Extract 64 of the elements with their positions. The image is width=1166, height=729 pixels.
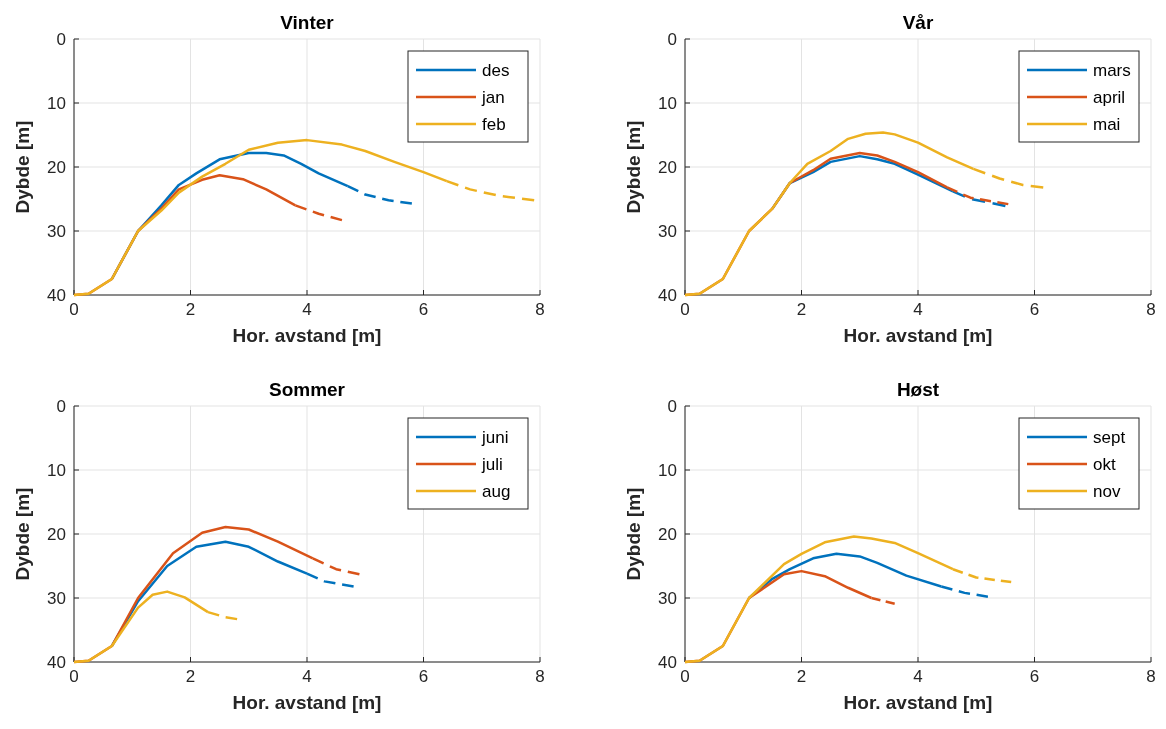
x-tick-label: 8 [535,667,545,686]
y-tick-label: 40 [658,653,677,672]
x-tick-label: 4 [913,300,923,319]
x-tick-label: 6 [1029,667,1040,686]
y-tick-label: 40 [47,286,66,305]
y-axis-title: Dybde [m] [12,487,33,581]
y-tick-label: 40 [658,286,677,305]
x-tick-label: 6 [418,300,429,319]
legend-label: sept [1093,428,1126,447]
y-tick-label: 20 [658,158,677,177]
x-tick-label: 0 [680,667,690,686]
legend-label: jan [481,88,505,107]
y-axis-title: Dybde [m] [12,120,33,214]
legend-label: okt [1093,455,1116,474]
y-tick-label: 40 [47,653,66,672]
x-tick-label: 6 [1029,300,1040,319]
y-tick-label: 0 [667,30,677,49]
chart-title: Vår [902,12,934,33]
legend-label: feb [482,115,506,134]
y-tick-label: 0 [56,397,66,416]
legend-label: juni [481,428,509,447]
legend-label: des [482,61,510,80]
x-tick-label: 2 [185,300,196,319]
x-tick-label: 2 [796,300,807,319]
legend-label: april [1093,88,1126,107]
legend-label: juli [481,455,503,474]
y-tick-label: 30 [658,222,677,241]
y-tick-label: 10 [47,461,66,480]
x-axis-title: Hor. avstand [m] [232,692,382,713]
y-axis-title: Dybde [m] [623,487,644,581]
x-tick-label: 6 [418,667,429,686]
x-tick-label: 8 [1146,667,1156,686]
y-tick-label: 0 [56,30,66,49]
x-tick-label: 2 [185,667,196,686]
chart-title: Høst [896,379,940,400]
x-tick-label: 4 [913,667,923,686]
y-tick-label: 30 [47,222,66,241]
chart-title: Vinter [280,12,335,33]
y-tick-label: 0 [667,397,677,416]
legend-label: nov [1093,482,1121,501]
legend-label: mars [1093,61,1131,80]
y-tick-label: 20 [47,525,66,544]
x-tick-label: 0 [69,667,79,686]
legend-label: mai [1093,115,1121,134]
x-axis-title: Hor. avstand [m] [843,325,993,346]
y-tick-label: 10 [658,94,677,113]
y-tick-label: 20 [658,525,677,544]
x-tick-label: 4 [302,300,312,319]
x-axis-title: Hor. avstand [m] [843,692,993,713]
x-tick-label: 2 [796,667,807,686]
y-tick-label: 10 [47,94,66,113]
y-tick-label: 30 [658,589,677,608]
x-tick-label: 0 [69,300,79,319]
x-tick-label: 4 [302,667,312,686]
y-tick-label: 10 [658,461,677,480]
x-tick-label: 8 [535,300,545,319]
y-tick-label: 20 [47,158,66,177]
chart-title: Sommer [268,379,346,400]
y-tick-label: 30 [47,589,66,608]
x-tick-label: 8 [1146,300,1156,319]
legend-label: aug [482,482,511,501]
y-axis-title: Dybde [m] [623,120,644,214]
x-axis-title: Hor. avstand [m] [232,325,382,346]
x-tick-label: 0 [680,300,690,319]
